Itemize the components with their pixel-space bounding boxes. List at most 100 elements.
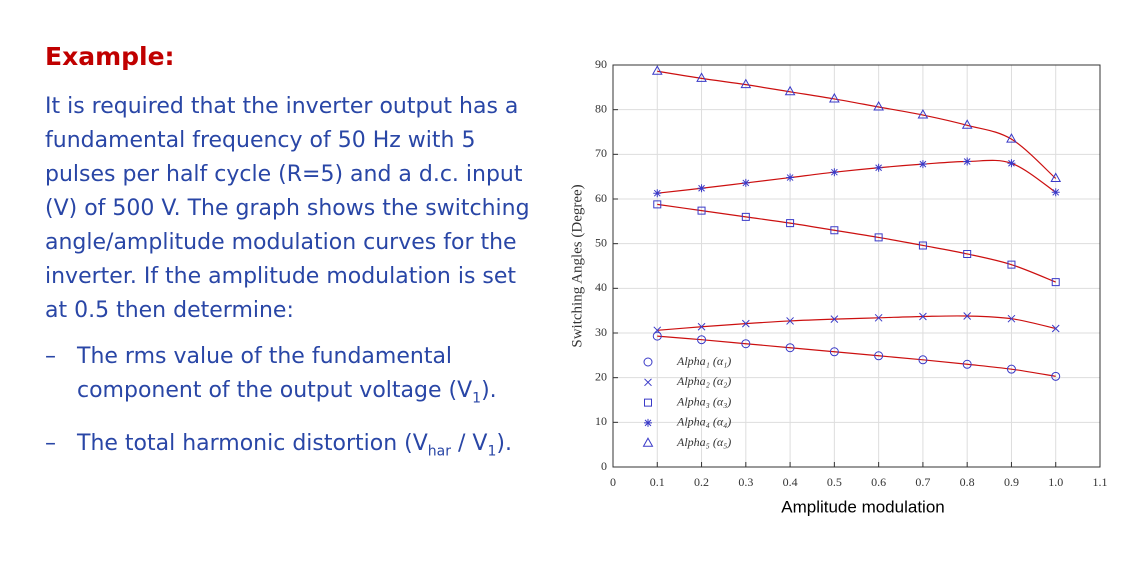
legend-marker — [642, 437, 654, 447]
marker — [741, 319, 750, 328]
marker — [786, 219, 795, 228]
bullet: – The rms value of the fundamental compon… — [45, 340, 535, 415]
series-line — [657, 203, 1056, 283]
legend-label: Alpha₅ (α₅) — [676, 435, 731, 449]
legend-marker — [644, 378, 652, 387]
marker — [1051, 188, 1060, 197]
x-tick-label: 0.5 — [827, 475, 842, 489]
marker — [918, 160, 927, 169]
marker — [830, 315, 839, 324]
marker — [874, 163, 883, 172]
marker — [963, 157, 972, 166]
x-tick-label: 0.9 — [1004, 475, 1019, 489]
bullet: – The total harmonic distortion (Vhar / V… — [45, 427, 535, 468]
slide-text: Example: It is required that the inverte… — [45, 40, 535, 469]
marker — [830, 226, 839, 235]
series-line — [657, 159, 1057, 194]
bullet-marker: – — [45, 431, 56, 457]
y-tick-label: 40 — [595, 280, 607, 294]
x-tick-label: 0.3 — [738, 475, 753, 489]
bullet-list: – The rms value of the fundamental compon… — [45, 340, 535, 469]
marker — [741, 178, 750, 187]
legend-label: Alpha₂ (α₂) — [676, 374, 731, 388]
marker — [697, 322, 706, 331]
legend-marker — [643, 357, 653, 367]
marker — [697, 206, 706, 215]
marker — [918, 355, 928, 365]
marker — [697, 335, 707, 345]
marker — [874, 313, 883, 322]
text-run: The total harmonic distortion (V — [77, 431, 428, 457]
marker — [1007, 159, 1016, 168]
marker — [696, 72, 707, 82]
legend-label: Alpha₄ (α₄) — [676, 415, 731, 429]
marker — [918, 241, 927, 250]
x-tick-label: 0.1 — [650, 475, 665, 489]
marker — [653, 200, 662, 209]
y-tick-label: 10 — [595, 414, 607, 428]
marker — [1007, 314, 1016, 323]
marker — [1050, 172, 1062, 182]
marker — [963, 312, 972, 320]
marker — [874, 233, 883, 242]
subscript: har — [427, 443, 451, 460]
marker — [829, 347, 839, 357]
y-tick-label: 50 — [595, 235, 607, 249]
bullet-text: The rms value of the fundamental compone… — [77, 340, 535, 415]
text-run: ). — [481, 378, 497, 403]
y-tick-label: 90 — [595, 57, 607, 71]
marker — [919, 312, 927, 321]
x-tick-label: 0.6 — [871, 475, 886, 489]
marker — [962, 359, 972, 369]
y-axis-label: Switching Angles (Degree) — [569, 184, 585, 347]
y-tick-label: 0 — [601, 459, 607, 473]
heading: Example: — [45, 42, 175, 71]
legend-marker — [644, 398, 652, 407]
y-tick-label: 20 — [595, 369, 607, 383]
marker — [653, 326, 662, 335]
marker — [963, 249, 972, 258]
marker — [786, 317, 794, 325]
marker — [741, 212, 750, 221]
marker — [784, 85, 796, 96]
y-tick-label: 80 — [595, 101, 607, 115]
marker — [651, 65, 663, 75]
legend-label: Alpha₃ (α₃) — [676, 394, 731, 408]
subscript: 1 — [487, 443, 497, 460]
x-tick-label: 0.2 — [694, 475, 709, 489]
series-line — [657, 335, 1056, 377]
x-tick-label: 1.0 — [1048, 475, 1063, 489]
x-tick-label: 0.4 — [783, 475, 798, 489]
marker — [961, 119, 973, 129]
marker — [1007, 260, 1016, 269]
x-tick-label: 0 — [610, 475, 616, 489]
series-line — [657, 70, 1057, 179]
x-tick-label: 1.1 — [1093, 475, 1108, 489]
y-tick-label: 60 — [595, 191, 607, 205]
text-run: ). — [496, 431, 512, 457]
marker — [653, 189, 662, 198]
subscript: 1 — [472, 390, 482, 407]
paragraph: It is required that the inverter output … — [45, 94, 530, 323]
marker — [873, 100, 884, 111]
marker — [829, 92, 840, 103]
y-tick-label: 30 — [595, 325, 607, 339]
marker — [874, 351, 884, 361]
marker — [786, 173, 795, 182]
marker — [741, 339, 751, 349]
legend-marker — [644, 418, 652, 427]
marker — [1006, 133, 1017, 143]
marker — [697, 184, 706, 193]
text-run: The rms value of the fundamental compone… — [77, 344, 473, 403]
legend-label: Alpha₁ (α₁) — [676, 354, 731, 368]
y-tick-label: 70 — [595, 146, 607, 160]
bullet-text: The total harmonic distortion (Vhar / V1… — [77, 427, 512, 468]
marker — [1006, 364, 1016, 374]
x-tick-label: 0.8 — [960, 475, 975, 489]
bullet-marker: – — [45, 344, 56, 369]
marker — [1051, 324, 1060, 333]
marker — [830, 168, 839, 177]
series-line — [657, 315, 1056, 331]
x-axis-label: Amplitude modulation — [781, 497, 944, 516]
